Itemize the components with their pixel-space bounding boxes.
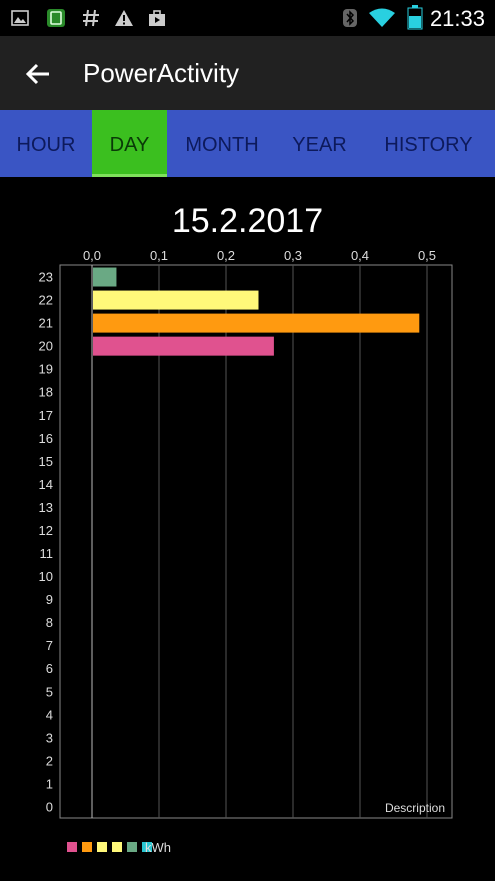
legend-swatch — [112, 842, 122, 852]
status-bar: 21:33 — [0, 0, 495, 36]
app-bar: PowerActivity — [0, 36, 495, 110]
warning-icon — [115, 10, 133, 26]
plot-frame — [59, 264, 453, 819]
y-tick-label: 11 — [40, 546, 54, 561]
chart-date-title: 15.2.2017 — [171, 202, 324, 240]
y-tick-label: 6 — [46, 661, 53, 676]
x-tick-label: 0,0 — [83, 248, 101, 263]
y-tick-label: 8 — [46, 615, 53, 630]
y-tick-label: 19 — [39, 362, 53, 377]
bar-chart: 0,0 0,1 0,2 0,3 0,4 0,52322212019181716151413… — [39, 248, 453, 855]
wifi-icon — [369, 8, 395, 27]
y-tick-label: 5 — [46, 684, 53, 699]
y-tick-label: 21 — [39, 316, 53, 331]
image-icon — [11, 10, 29, 26]
bar-hour-21 — [93, 313, 420, 333]
x-tick-label: 0,5 — [418, 248, 436, 263]
bar-hour-23 — [93, 267, 117, 287]
y-tick-label: 15 — [39, 454, 53, 469]
battery-icon — [407, 5, 423, 30]
y-tick-label: 2 — [46, 753, 53, 768]
y-tick-label: 10 — [39, 569, 53, 584]
x-tick-label: 0,1 — [150, 248, 168, 263]
x-tick-label: 0,3 — [284, 248, 302, 263]
app-title: PowerActivity — [83, 58, 240, 88]
y-tick-label: 14 — [39, 477, 53, 492]
y-tick-label: 1 — [46, 776, 53, 791]
tab-year[interactable]: YEAR — [292, 134, 347, 156]
y-tick-label: 7 — [46, 638, 53, 653]
bar-hour-22 — [93, 290, 259, 310]
y-tick-label: 17 — [39, 408, 53, 423]
back-arrow-icon[interactable] — [22, 58, 54, 90]
y-tick-label: 20 — [39, 339, 53, 354]
app-icon — [47, 9, 65, 27]
x-tick-label: 0,2 — [217, 248, 235, 263]
hash-icon — [83, 9, 99, 27]
briefcase-icon — [149, 10, 165, 26]
clock: 21:33 — [429, 6, 485, 31]
bluetooth-icon — [343, 9, 357, 27]
bar-hour-20 — [93, 336, 274, 356]
legend-label: kWh — [145, 840, 171, 855]
y-tick-label: 3 — [46, 730, 53, 745]
y-tick-label: 13 — [39, 500, 53, 515]
tab-day[interactable]: DAY — [92, 110, 167, 177]
y-tick-label: 23 — [39, 270, 53, 285]
x-tick-label: 0,4 — [351, 248, 369, 263]
tab-bar: HOUR DAY MONTH YEAR HISTORY — [0, 110, 495, 177]
tab-month[interactable]: MONTH — [185, 134, 259, 156]
tab-history[interactable]: HISTORY — [384, 134, 473, 156]
legend-swatch — [127, 842, 137, 852]
legend-swatch — [67, 842, 77, 852]
tab-hour[interactable]: HOUR — [16, 134, 76, 156]
legend-swatch — [97, 842, 107, 852]
y-tick-label: 4 — [46, 707, 53, 722]
y-tick-label: 18 — [39, 385, 53, 400]
y-tick-label: 9 — [46, 592, 53, 607]
chart-description: Description — [385, 801, 445, 815]
y-tick-label: 22 — [39, 293, 53, 308]
y-tick-label: 16 — [39, 431, 53, 446]
y-tick-label: 0 — [46, 799, 53, 814]
legend-swatch — [142, 842, 152, 852]
legend-swatch — [82, 842, 92, 852]
y-tick-label: 12 — [39, 523, 53, 538]
